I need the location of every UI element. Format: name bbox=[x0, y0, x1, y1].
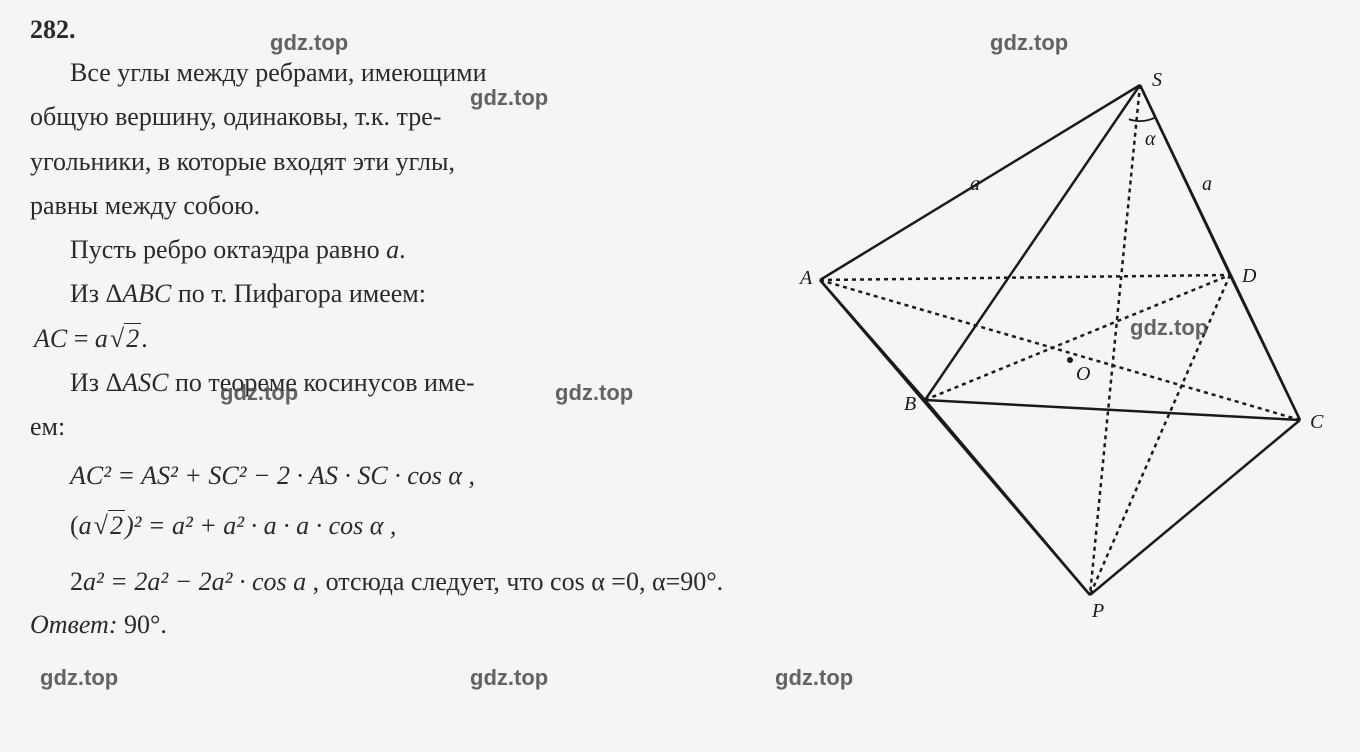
paragraph-1-line-1: Все углы между ребрами, имеющими bbox=[30, 53, 710, 93]
paragraph-4c: ем: bbox=[30, 407, 710, 447]
svg-text:a: a bbox=[970, 173, 980, 195]
equation-1: AC = a2. bbox=[30, 319, 710, 359]
paragraph-1-line-2: общую вершину, одинаковы, т.к. тре- bbox=[30, 97, 710, 137]
eq4-a: 2 bbox=[70, 567, 83, 596]
p3-triangle: ABC bbox=[122, 279, 171, 308]
svg-text:C: C bbox=[1310, 411, 1324, 433]
eq1-eq: = bbox=[67, 324, 95, 353]
eq3-rad: 2 bbox=[108, 510, 125, 540]
p3-a: Из Δ bbox=[70, 279, 122, 308]
problem-number: 282. bbox=[30, 15, 710, 45]
svg-text:α: α bbox=[1145, 128, 1156, 150]
eq3-b: )² = bbox=[125, 511, 172, 540]
p4-b: по теореме косинусов име- bbox=[169, 368, 475, 397]
eq1-var: a bbox=[95, 324, 108, 353]
p4-a: Из Δ bbox=[70, 368, 122, 397]
answer-value: 90°. bbox=[117, 610, 166, 639]
eq4-d: , отсюда следует, что cos α =0, α=90°. bbox=[306, 567, 723, 596]
p2-text: Пусть ребро октаэдра равно bbox=[70, 235, 386, 264]
p2-end: . bbox=[399, 235, 406, 264]
paragraph-1-line-4: равны между собою. bbox=[30, 186, 710, 226]
eq1-end: . bbox=[141, 324, 148, 353]
svg-text:S: S bbox=[1152, 69, 1162, 91]
svg-text:O: O bbox=[1076, 363, 1090, 385]
watermark: gdz.top bbox=[470, 665, 548, 691]
paragraph-2: Пусть ребро октаэдра равно a. bbox=[30, 230, 710, 270]
eq1-lhs: AC bbox=[34, 324, 67, 353]
paragraph-1-line-3: угольники, в которые входят эти углы, bbox=[30, 142, 710, 182]
svg-text:A: A bbox=[798, 267, 813, 289]
svg-text:P: P bbox=[1091, 600, 1104, 620]
eq3-c: a² + a² · a · a · cos α , bbox=[172, 511, 396, 540]
paragraph-3: Из ΔABC по т. Пифагора имеем: bbox=[30, 274, 710, 314]
paragraph-4: Из ΔASC по теореме косинусов име- bbox=[30, 363, 710, 403]
svg-text:a: a bbox=[1202, 173, 1212, 195]
equation-2: AC² = AS² + SC² − 2 · AS · SC · cos α , bbox=[30, 454, 710, 498]
eq4-b: a² = 2a² − 2a² · cos bbox=[83, 567, 293, 596]
p3-b: по т. Пифагора имеем: bbox=[171, 279, 426, 308]
svg-text:B: B bbox=[904, 393, 916, 415]
watermark: gdz.top bbox=[40, 665, 118, 691]
answer-label: Ответ: bbox=[30, 610, 117, 639]
eq1-rad: 2 bbox=[124, 323, 141, 353]
p4-triangle: ASC bbox=[122, 368, 168, 397]
eq3-a: ( bbox=[70, 511, 79, 540]
equation-3: (a2)² = a² + a² · a · a · cos α , bbox=[30, 504, 710, 548]
eq4-c: a bbox=[293, 567, 306, 596]
svg-text:D: D bbox=[1241, 265, 1257, 287]
watermark: gdz.top bbox=[775, 665, 853, 691]
eq3-var: a bbox=[79, 511, 92, 540]
octahedron-diagram: S A B C D P Oα a a bbox=[770, 50, 1330, 620]
p2-var: a bbox=[386, 235, 399, 264]
